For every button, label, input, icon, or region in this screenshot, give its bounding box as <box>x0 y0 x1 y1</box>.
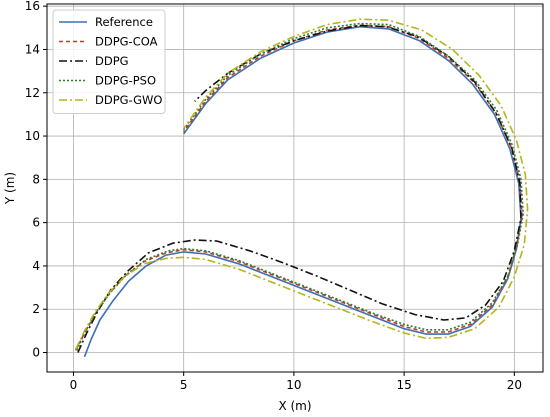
y-tick-label: 16 <box>25 0 40 13</box>
series-line-reference <box>83 25 522 358</box>
series-line-ddpg-coa <box>74 24 523 351</box>
x-tick-label: 0 <box>70 378 78 392</box>
x-tick-label: 20 <box>507 378 522 392</box>
y-axis-label: Y (m) <box>3 172 17 205</box>
plot-frame <box>46 3 544 373</box>
legend-label: DDPG <box>95 54 129 68</box>
series-line-ddpg <box>77 24 522 353</box>
y-tick-label: 2 <box>32 302 40 316</box>
legend-label: Reference <box>95 15 153 29</box>
x-tick-label: 5 <box>180 378 188 392</box>
y-tick-label: 6 <box>32 216 40 230</box>
y-tick-label: 0 <box>32 346 40 360</box>
x-axis-label: X (m) <box>278 399 311 413</box>
series-line-ddpg-gwo <box>74 18 529 350</box>
y-tick-label: 4 <box>32 259 40 273</box>
x-tick-label: 10 <box>286 378 301 392</box>
y-tick-label: 12 <box>25 86 40 100</box>
series-layer <box>74 18 529 358</box>
legend-label: DDPG-GWO <box>95 93 162 107</box>
x-tick-label: 15 <box>396 378 411 392</box>
y-tick-label: 10 <box>25 129 40 143</box>
legend-box <box>52 9 166 114</box>
y-tick-label: 14 <box>25 42 40 56</box>
y-tick-label: 8 <box>32 172 40 186</box>
legend-label: DDPG-COA <box>95 35 158 49</box>
legend: Reference DDPG-COA DDPG DDPG-PSO DDPG-GWO <box>52 9 166 114</box>
series-line-ddpg-pso <box>76 22 524 351</box>
legend-label: DDPG-PSO <box>95 74 156 88</box>
ticks: 0 5 10 15 20 0 2 4 6 8 10 12 14 16 <box>25 0 522 392</box>
